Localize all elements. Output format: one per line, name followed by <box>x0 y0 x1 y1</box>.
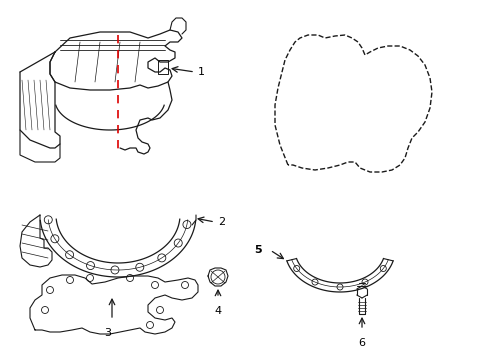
Text: 4: 4 <box>214 306 221 316</box>
Text: 2: 2 <box>218 217 224 227</box>
Text: 1: 1 <box>198 67 204 77</box>
Text: 5: 5 <box>254 245 262 255</box>
Text: 3: 3 <box>104 328 111 338</box>
Text: 6: 6 <box>358 338 365 348</box>
